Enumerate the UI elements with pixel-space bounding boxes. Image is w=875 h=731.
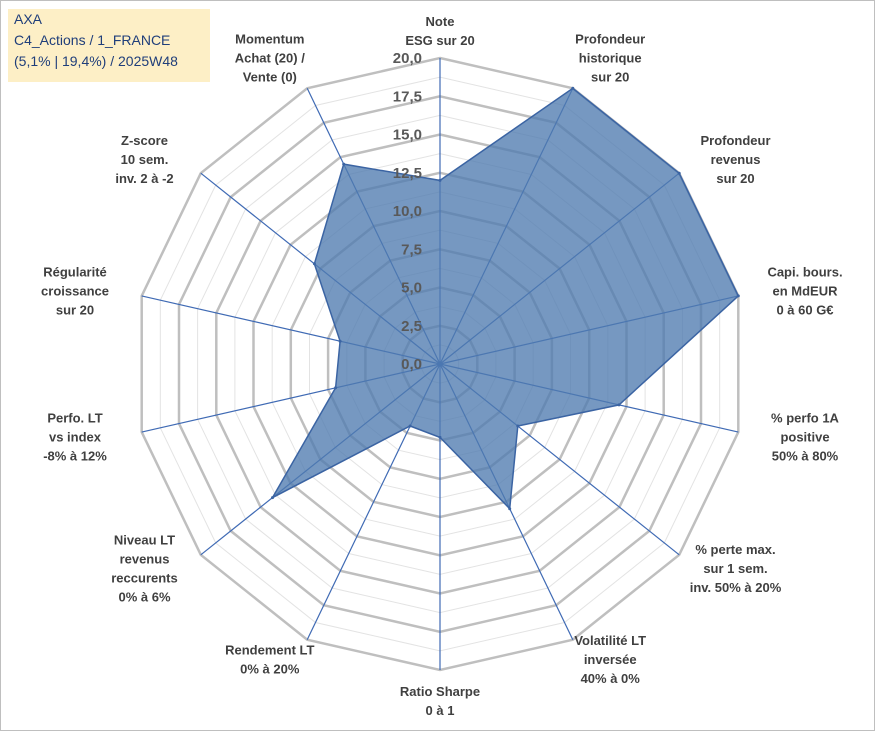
series-area xyxy=(270,87,740,511)
tick-label: 20,0 xyxy=(393,50,422,67)
tick-label: 12,5 xyxy=(393,165,422,182)
data-point xyxy=(334,386,338,390)
info-label: (5,1% | 19,4%) / 2025W48 xyxy=(14,53,178,69)
radar-axis-labels: Note ESG sur 20 Profondeur historique sur 20… xyxy=(41,14,843,718)
data-point xyxy=(508,507,512,511)
company-name: AXA xyxy=(14,11,43,27)
axis-label: % perfo 1A positive 50% à 80% xyxy=(771,411,840,464)
data-point xyxy=(312,262,316,266)
data-point xyxy=(338,339,342,343)
tick-label: 2,5 xyxy=(401,318,422,335)
axis-label: Z-score 10 sem. inv. 2 à -2 xyxy=(115,133,173,186)
tick-label: 0,0 xyxy=(401,356,422,373)
tick-label: 17,5 xyxy=(393,88,422,105)
data-point xyxy=(271,496,274,500)
data-point xyxy=(342,162,346,166)
data-point xyxy=(516,424,520,428)
axis-label: Régularité croissance sur 20 xyxy=(41,265,109,318)
radar-tick-labels: 0,0 2,5 5,0 7,5 10,0 12,5 15,0 17,5 20,0 xyxy=(393,50,422,373)
chart-title-box: AXA C4_Actions / 1_FRANCE (5,1% | 19,4%)… xyxy=(8,9,210,82)
axis-label: Profondeur historique sur 20 xyxy=(575,31,645,84)
category-label: C4_Actions / 1_FRANCE xyxy=(14,32,171,48)
data-point xyxy=(617,403,621,407)
tick-label: 7,5 xyxy=(401,241,422,258)
data-point xyxy=(408,424,412,428)
axis-label: Momentum Achat (20) / Vente (0) xyxy=(235,31,305,84)
data-point xyxy=(438,178,442,182)
axis-label: Perfo. LT vs index -8% à 12% xyxy=(43,411,107,464)
axis-label: Rendement LT 0% à 20% xyxy=(225,643,314,677)
axis-label: Profondeur revenus sur 20 xyxy=(700,133,770,186)
radar-series xyxy=(270,86,740,511)
data-point xyxy=(571,86,575,90)
data-point xyxy=(438,435,442,439)
tick-label: 5,0 xyxy=(401,280,422,297)
tick-label: 10,0 xyxy=(393,203,422,220)
axis-label: Niveau LT revenus reccurents 0% à 6% xyxy=(111,533,177,605)
axis-label: % perte max. sur 1 sem. inv. 50% à 20% xyxy=(690,542,782,595)
axis-label: Ratio Sharpe 0 à 1 xyxy=(400,684,480,718)
data-point xyxy=(677,171,681,175)
axis-label: Note ESG sur 20 xyxy=(405,14,474,48)
data-point xyxy=(736,294,740,298)
axis-label: Volatilité LT inversée 40% à 0% xyxy=(574,633,646,686)
axis-label: Capi. bours. en MdEUR 0 à 60 G€ xyxy=(767,265,842,318)
tick-label: 15,0 xyxy=(393,127,422,144)
